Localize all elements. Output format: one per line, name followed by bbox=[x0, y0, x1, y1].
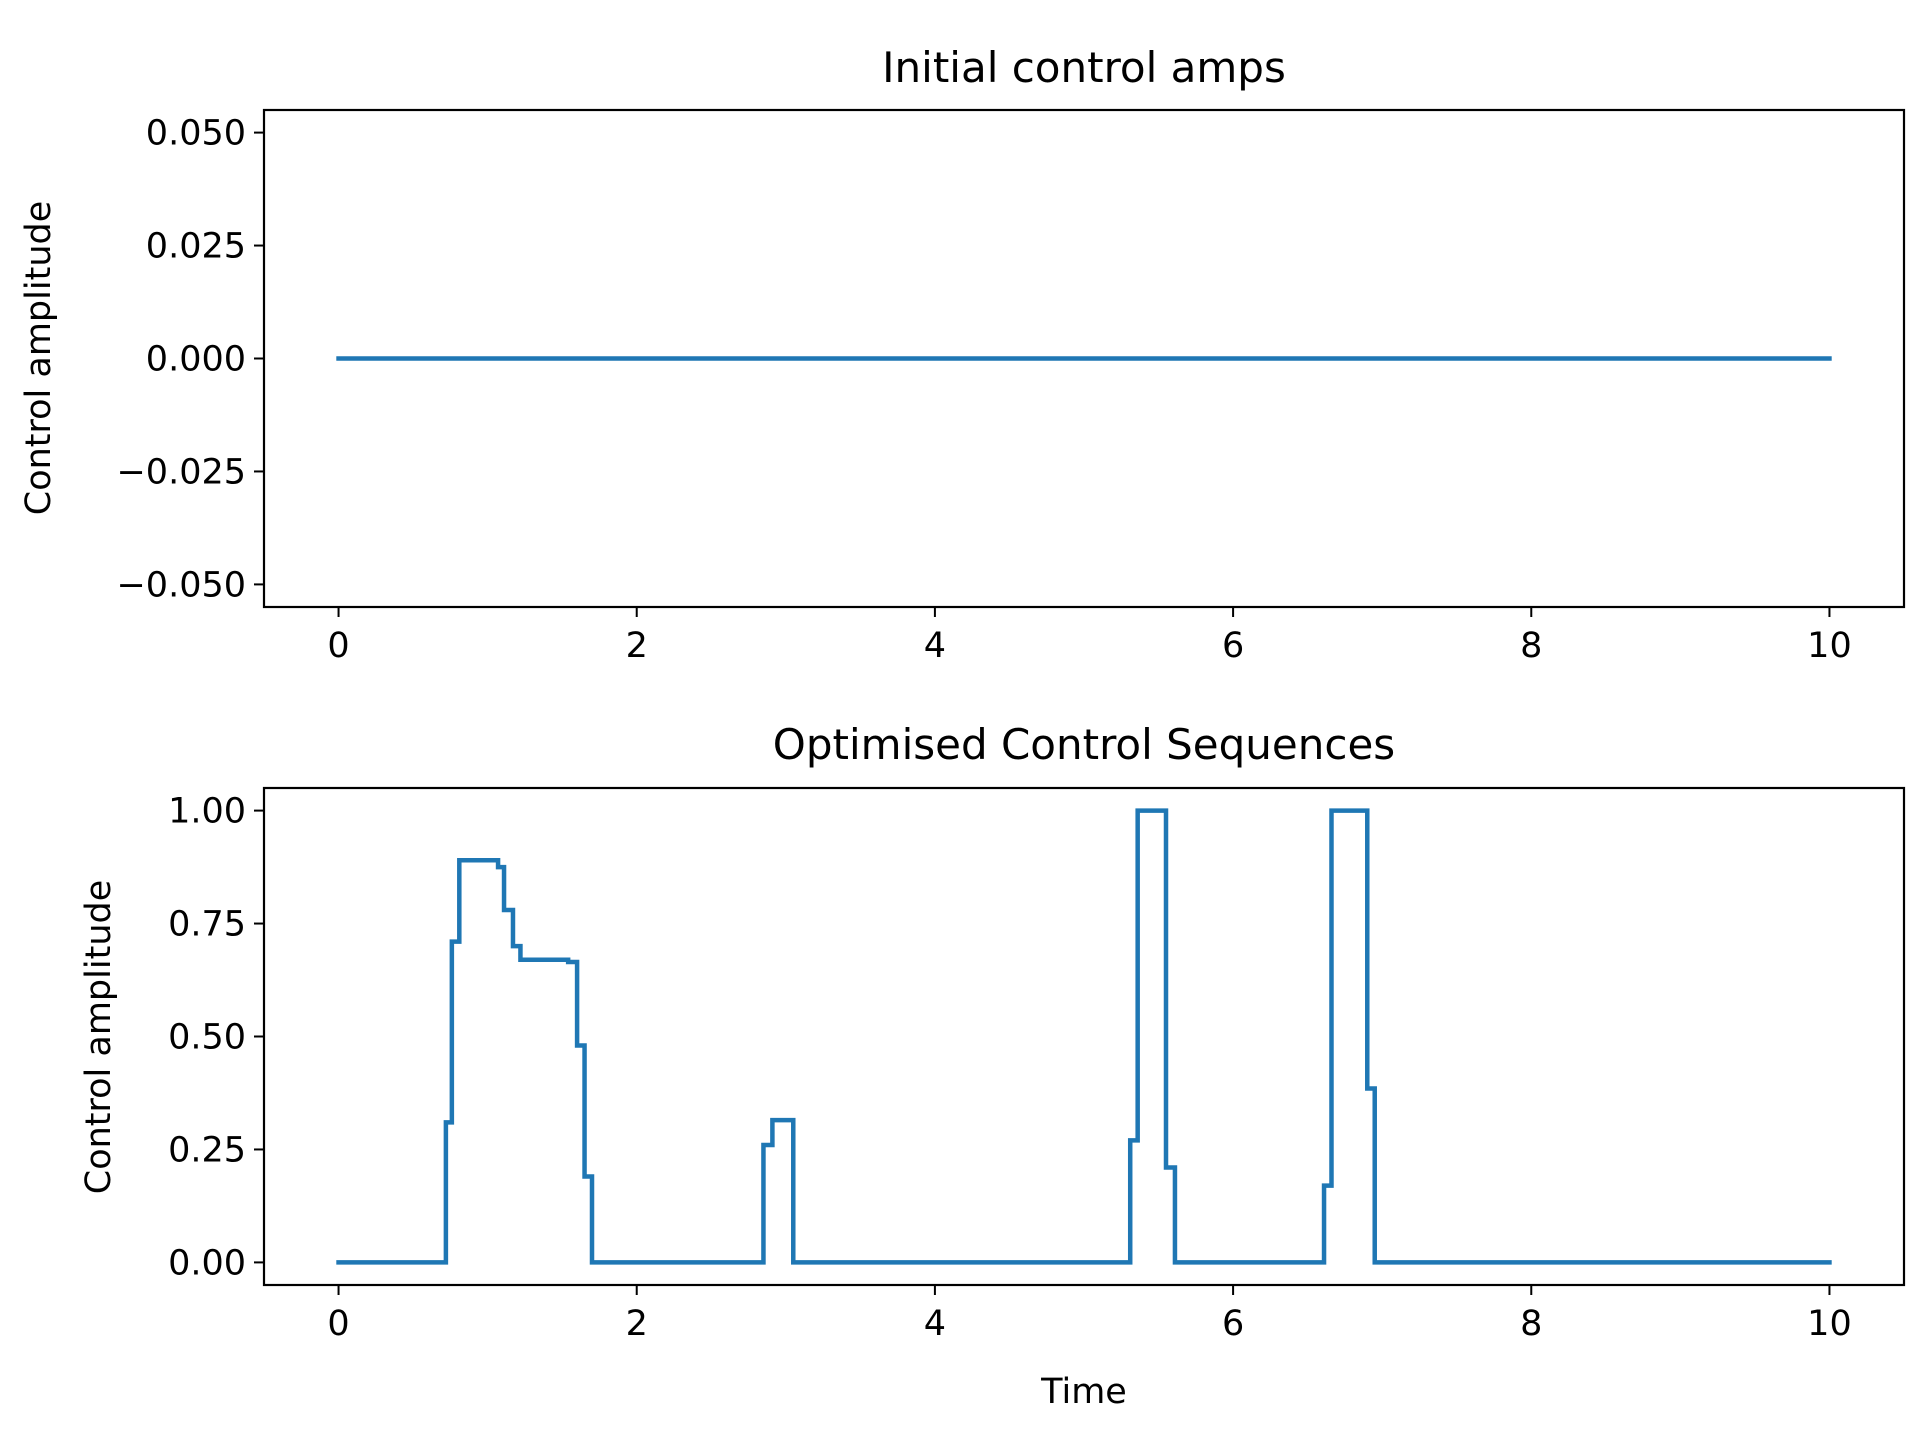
y-tick-label: 1.00 bbox=[168, 792, 246, 832]
x-tick-label: 2 bbox=[626, 1304, 648, 1344]
series-line bbox=[336, 808, 1832, 1265]
y-tick-label: 0.000 bbox=[146, 340, 246, 380]
y-tick-label: 0.75 bbox=[168, 905, 246, 945]
y-tick-label: 0.25 bbox=[168, 1130, 246, 1170]
x-axis-label: Time bbox=[1040, 1372, 1127, 1412]
x-tick-label: 0 bbox=[327, 1304, 349, 1344]
x-tick-label: 8 bbox=[1520, 1304, 1542, 1344]
axes-frame bbox=[262, 786, 1906, 1287]
x-tick-label: 4 bbox=[924, 626, 946, 666]
y-tick-label: −0.025 bbox=[116, 452, 246, 492]
x-tick-label: 6 bbox=[1222, 626, 1244, 666]
y-axis-label: Control amplitude bbox=[19, 201, 59, 516]
y-tick-label: −0.050 bbox=[116, 565, 246, 605]
x-tick-label: 0 bbox=[327, 626, 349, 666]
panel-initial-control-amps: Initial control amps Control amplitude 0… bbox=[19, 43, 1906, 666]
x-tick-label: 2 bbox=[626, 626, 648, 666]
axes-frame bbox=[262, 108, 1906, 609]
x-tick-label: 10 bbox=[1807, 626, 1852, 666]
y-tick-label: 0.00 bbox=[168, 1243, 246, 1283]
x-tick-label: 6 bbox=[1222, 1304, 1244, 1344]
ticks-group: 0 2 4 6 8 10 −0.050 −0.025 0.000 0.025 0.050 bbox=[116, 114, 1851, 666]
panel-title: Optimised Control Sequences bbox=[773, 720, 1395, 769]
x-tick-label: 10 bbox=[1807, 1304, 1852, 1344]
y-tick-label: 0.025 bbox=[146, 227, 246, 267]
x-tick-label: 4 bbox=[924, 1304, 946, 1344]
y-axis-label: Control amplitude bbox=[79, 880, 119, 1195]
ticks-group: 0 2 4 6 8 10 0.00 0.25 0.50 0.75 1.00 bbox=[168, 792, 1852, 1344]
panel-title: Initial control amps bbox=[882, 43, 1286, 92]
x-tick-label: 8 bbox=[1520, 626, 1542, 666]
panel-optimised-control-sequences: Optimised Control Sequences Control ampl… bbox=[79, 720, 1906, 1412]
y-tick-label: 0.050 bbox=[146, 114, 246, 154]
y-tick-label: 0.50 bbox=[168, 1018, 246, 1058]
